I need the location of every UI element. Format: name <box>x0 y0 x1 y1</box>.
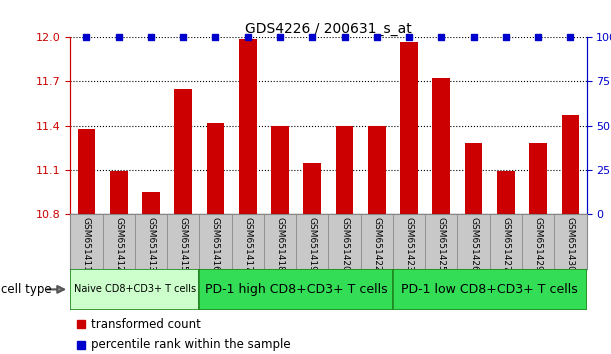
Text: GSM651420: GSM651420 <box>340 217 349 272</box>
Bar <box>562 115 579 214</box>
Bar <box>335 126 353 214</box>
Text: transformed count: transformed count <box>91 318 201 331</box>
Text: GSM651425: GSM651425 <box>437 217 446 272</box>
Text: Naive CD8+CD3+ T cells: Naive CD8+CD3+ T cells <box>74 284 196 295</box>
Text: PD-1 low CD8+CD3+ T cells: PD-1 low CD8+CD3+ T cells <box>401 283 578 296</box>
Bar <box>433 79 450 214</box>
Text: GSM651422: GSM651422 <box>372 217 381 272</box>
Bar <box>142 192 160 214</box>
Text: GSM651430: GSM651430 <box>566 217 575 272</box>
Text: GSM651413: GSM651413 <box>147 217 155 272</box>
Text: GSM651426: GSM651426 <box>469 217 478 272</box>
Bar <box>497 171 514 214</box>
Text: cell type: cell type <box>1 283 52 296</box>
Bar <box>78 129 95 214</box>
Bar <box>529 143 547 214</box>
Bar <box>70 269 199 310</box>
Text: GSM651423: GSM651423 <box>404 217 414 272</box>
Bar <box>400 42 418 214</box>
Text: GSM651412: GSM651412 <box>114 217 123 272</box>
Bar <box>207 123 224 214</box>
Bar <box>304 162 321 214</box>
Bar <box>174 89 192 214</box>
Text: PD-1 high CD8+CD3+ T cells: PD-1 high CD8+CD3+ T cells <box>205 283 387 296</box>
Bar <box>199 269 393 310</box>
Text: GSM651419: GSM651419 <box>308 217 316 272</box>
Text: GSM651418: GSM651418 <box>276 217 285 272</box>
Text: GSM651417: GSM651417 <box>243 217 252 272</box>
Text: GSM651427: GSM651427 <box>502 217 510 272</box>
Bar <box>368 126 386 214</box>
Bar <box>239 39 257 214</box>
Bar <box>393 269 587 310</box>
Text: GSM651416: GSM651416 <box>211 217 220 272</box>
Bar <box>465 143 483 214</box>
Text: percentile rank within the sample: percentile rank within the sample <box>91 338 291 351</box>
Text: GSM651415: GSM651415 <box>178 217 188 272</box>
Title: GDS4226 / 200631_s_at: GDS4226 / 200631_s_at <box>245 22 412 36</box>
Bar <box>110 171 128 214</box>
Text: GSM651429: GSM651429 <box>533 217 543 272</box>
Text: GSM651411: GSM651411 <box>82 217 91 272</box>
Bar <box>271 126 289 214</box>
